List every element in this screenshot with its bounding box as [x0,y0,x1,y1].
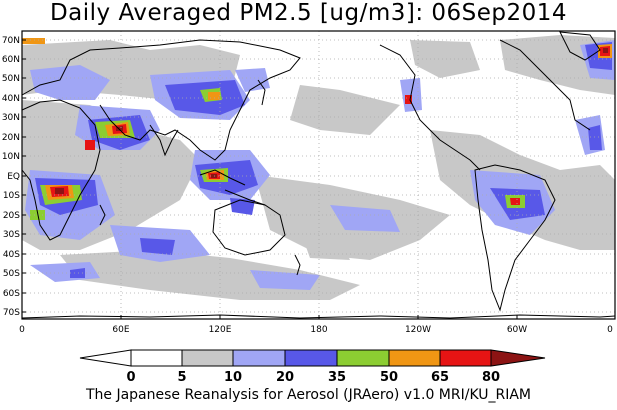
lon-label: 120W [405,325,431,335]
lat-label: EQ [7,172,20,182]
colorbar-label: 0 [126,370,135,385]
coastlines [21,31,616,319]
colorbar-label: 5 [177,370,186,385]
colorbar-label: 50 [380,370,398,385]
lat-label: 50N [2,74,20,84]
lat-label: 30S [3,230,20,240]
lat-label: 60S [3,289,20,299]
graticule [22,31,615,319]
footer-credit: The Japanese Reanalysis for Aerosol (JRA… [85,387,532,403]
lon-labels: 0 60E 120E 180 120W 60W 0 [19,325,613,335]
lon-label: 60E [112,325,129,335]
colorbar: 0 5 10 20 35 50 65 80 [79,349,546,385]
lon-label: 0 [607,325,613,335]
colorbar-segment [388,349,441,367]
lat-label: 70N [2,36,20,46]
lat-label: 50S [3,269,20,279]
colorbar-segment [336,349,390,367]
colorbar-label: 80 [482,370,500,385]
colorbar-segment [439,349,492,367]
colorbar-label: 35 [328,370,346,385]
lat-label: 10N [2,152,20,162]
lon-label: 120E [209,325,232,335]
lat-label: 60N [2,55,20,65]
colorbar-segment [232,349,286,367]
colorbar-label: 20 [276,370,294,385]
lon-label: 0 [19,325,25,335]
lat-label: 30N [2,113,20,123]
colorbar-lower-triangle [79,349,132,367]
lat-label: 40N [2,94,20,104]
lat-label: 70S [3,308,20,318]
lat-label: 20S [3,211,20,221]
lat-labels: 70N 60N 50N 40N 30N 20N 10N EQ 10S 20S 3… [2,36,20,318]
ticks [22,39,518,319]
map-title: Daily Averaged PM2.5 [ug/m3]: 06Sep2014 [49,0,568,26]
colorbar-segment [181,349,234,367]
colorbar-segment [284,349,338,367]
colorbar-label: 65 [431,370,449,385]
lat-label: 10S [3,191,20,201]
lon-label: 60W [507,325,527,335]
lon-label: 180 [310,325,327,335]
colorbar-upper-triangle [490,349,546,367]
lat-label: 40S [3,250,20,260]
colorbar-segment [130,349,183,367]
colorbar-label: 10 [224,370,242,385]
lat-label: 20N [2,133,20,143]
